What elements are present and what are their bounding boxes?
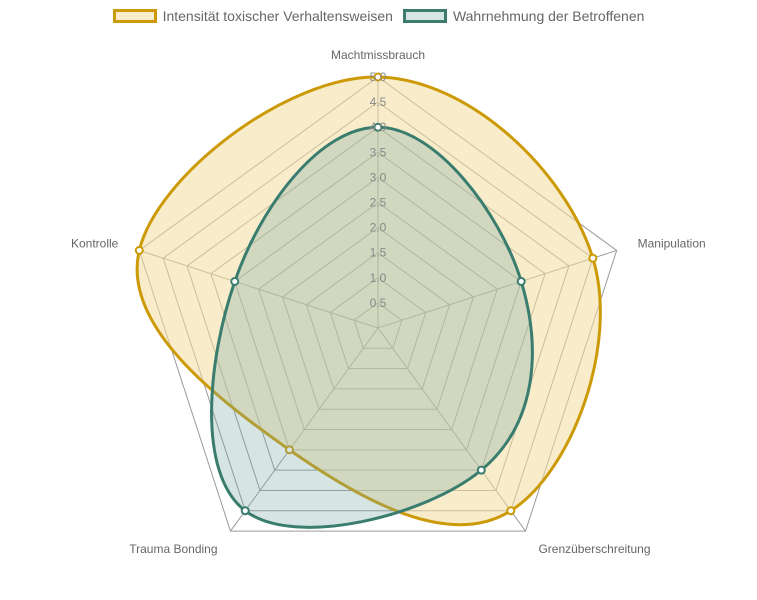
legend-item-wahrnehmung[interactable]: Wahrnehmung der Betroffenen: [402, 8, 645, 24]
data-point-intensitaet[interactable]: [134, 245, 144, 255]
axis-label: Trauma Bonding: [129, 542, 217, 556]
axis-label: Grenzüberschreitung: [538, 542, 650, 556]
tick-label: 3.5: [370, 145, 387, 159]
axis-label: Manipulation: [638, 237, 706, 251]
legend: Intensität toxischer Verhaltensweisen Wa…: [0, 8, 757, 24]
series-area-wahrnehmung: [210, 125, 534, 529]
legend-swatch-intensitaet: [112, 9, 157, 23]
data-point-wahrnehmung[interactable]: [373, 122, 383, 132]
axis-label: Kontrolle: [71, 237, 119, 251]
tick-label: 1.5: [370, 246, 387, 260]
tick-label: 2.5: [370, 196, 387, 210]
data-point-intensitaet[interactable]: [506, 506, 516, 516]
data-point-wahrnehmung[interactable]: [476, 465, 486, 475]
axis-labels: Machtmissbrauch Manipulation Grenzüberschr…: [71, 48, 706, 556]
data-point-intensitaet[interactable]: [588, 253, 598, 263]
tick-labels: 0.5 1.0 1.5 2.0 2.5 3.0 3.5 4.0 4.5 5.0: [370, 70, 387, 310]
tick-label: 2.0: [370, 221, 387, 235]
tick-label: 3.0: [370, 170, 387, 184]
data-point-wahrnehmung[interactable]: [516, 276, 526, 286]
data-point-intensitaet[interactable]: [373, 72, 383, 82]
tick-label: 4.5: [370, 95, 387, 109]
tick-label: 1.0: [370, 271, 387, 285]
tick-label: 0.5: [370, 296, 387, 310]
series-wahrnehmung: [210, 122, 534, 529]
series-intensitaet: [134, 72, 602, 527]
legend-swatch-wahrnehmung: [402, 9, 447, 23]
legend-label-wahrnehmung: Wahrnehmung der Betroffenen: [452, 8, 645, 24]
data-point-intensitaet[interactable]: [284, 445, 294, 455]
legend-label-intensitaet: Intensität toxischer Verhaltensweisen: [162, 8, 393, 24]
legend-item-intensitaet[interactable]: Intensität toxischer Verhaltensweisen: [112, 8, 393, 24]
tick-label: 5.0: [370, 70, 387, 84]
data-point-wahrnehmung[interactable]: [230, 276, 240, 286]
tick-label: 4.0: [370, 120, 387, 134]
data-point-wahrnehmung[interactable]: [240, 506, 250, 516]
axis-label: Machtmissbrauch: [331, 48, 425, 62]
series-area-intensitaet: [135, 75, 602, 527]
